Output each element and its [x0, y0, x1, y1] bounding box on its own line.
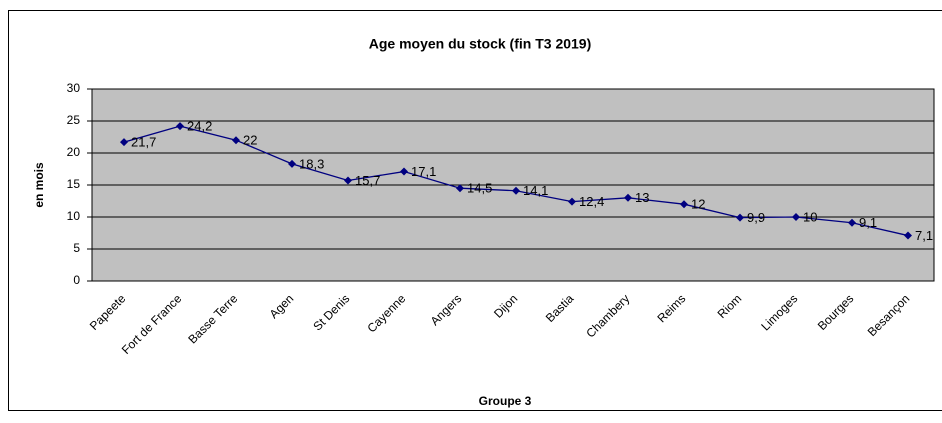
data-point — [120, 138, 128, 147]
data-label: 17,1 — [411, 164, 436, 179]
y-tick-label: 5 — [73, 241, 80, 255]
data-label: 18,3 — [299, 156, 324, 171]
data-point — [736, 213, 744, 222]
data-point — [456, 184, 464, 193]
data-point — [904, 231, 912, 240]
data-label: 14,5 — [467, 181, 492, 196]
data-label: 24,2 — [187, 119, 212, 134]
data-point — [512, 186, 520, 195]
data-point — [792, 213, 800, 221]
data-point — [680, 200, 688, 209]
x-axis-label: Groupe 3 — [479, 394, 532, 408]
chart-title: Age moyen du stock (fin T3 2019) — [369, 36, 592, 52]
data-label: 15,7 — [355, 173, 380, 188]
y-tick-label: 0 — [73, 273, 80, 287]
data-point — [400, 167, 408, 176]
data-label: 10 — [803, 209, 817, 224]
data-label: 13 — [635, 190, 649, 205]
data-label: 14,1 — [523, 183, 548, 198]
y-tick-label: 20 — [67, 145, 81, 159]
data-point — [288, 159, 296, 168]
data-point — [848, 218, 856, 227]
y-tick-label: 15 — [67, 177, 81, 191]
data-label: 21,7 — [131, 135, 156, 150]
y-axis-label: en mois — [32, 162, 46, 208]
data-point — [176, 122, 184, 131]
data-point — [232, 136, 240, 145]
data-label: 12,4 — [579, 194, 604, 209]
data-point — [568, 197, 576, 206]
data-label: 9,9 — [747, 210, 765, 225]
data-label: 12 — [691, 197, 705, 212]
data-label: 7,1 — [915, 228, 933, 243]
data-point — [344, 176, 352, 185]
data-label: 22 — [243, 133, 257, 148]
data-point — [624, 193, 632, 202]
y-tick-label: 10 — [67, 209, 81, 223]
data-label: 9,1 — [859, 215, 877, 230]
y-tick-label: 30 — [67, 81, 81, 95]
y-tick-label: 25 — [67, 113, 81, 127]
